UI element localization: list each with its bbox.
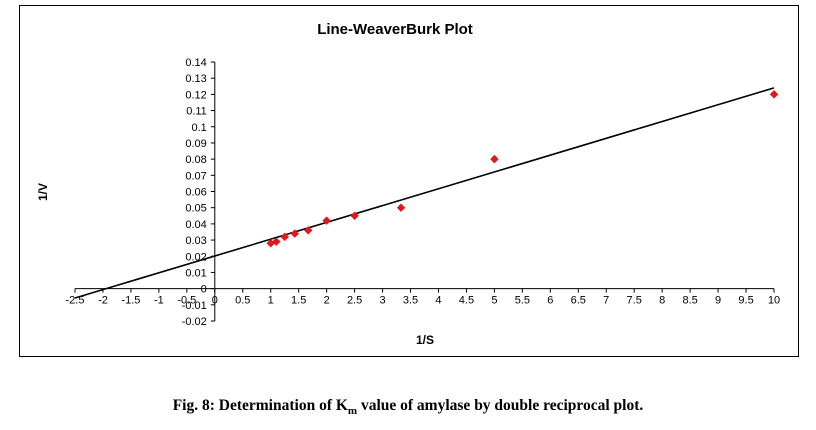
x-axis-title: 1/S (416, 333, 434, 347)
x-tick-label: 1 (268, 295, 274, 307)
x-tick-label: 9.5 (738, 295, 753, 307)
x-tick-label: 4.5 (459, 295, 474, 307)
y-tick-label: 0.06 (185, 187, 206, 199)
figure-caption: Fig. 8: Determination of Km value of amy… (0, 397, 816, 417)
x-tick-label: 2.5 (347, 295, 362, 307)
x-tick-label: 6.5 (571, 295, 586, 307)
x-tick-label: 8.5 (682, 295, 697, 307)
y-tick-label: 0.04 (185, 219, 206, 231)
x-tick-label: 6 (547, 295, 553, 307)
caption-prefix: Fig. 8: Determination of K (172, 397, 348, 414)
caption-suffix: value of amylase by double reciprocal pl… (357, 397, 644, 414)
x-tick-label: 3 (379, 295, 385, 307)
data-point (280, 232, 289, 242)
x-tick-label: -2 (98, 295, 108, 307)
x-tick-label: 1.5 (291, 295, 306, 307)
y-tick-label: 0 (201, 284, 207, 296)
caption-subscript: m (347, 405, 358, 418)
x-tick-label: 7.5 (627, 295, 642, 307)
y-tick-label: 0.13 (185, 73, 206, 85)
x-tick-label: 3.5 (403, 295, 418, 307)
y-tick-label: 0.05 (185, 203, 206, 215)
y-tick-label: 0.08 (185, 154, 206, 166)
y-tick-label: 0.1 (192, 122, 207, 134)
x-tick-label: 9 (715, 295, 721, 307)
x-tick-label: 10 (768, 295, 780, 307)
chart-title: Line-WeaverBurk Plot (317, 21, 473, 38)
x-tick-label: 0 (212, 295, 218, 307)
y-tick-label: 0.03 (185, 235, 206, 247)
data-points (266, 90, 779, 248)
y-tick-label: 0.14 (185, 57, 206, 69)
data-point (769, 90, 779, 99)
x-tick-label: 5 (491, 295, 497, 307)
y-tick-label: 0.12 (185, 89, 206, 101)
y-tick-label: 0.01 (185, 267, 206, 279)
lineweaver-burk-chart: Line-WeaverBurk Plot -2.5 -2 -1.5 -1 -0.5 0 0.… (36, 21, 781, 347)
data-point (396, 203, 406, 212)
data-point (272, 237, 281, 246)
x-tick-label: 5.5 (515, 295, 530, 307)
y-tick-label: 0.09 (185, 138, 206, 150)
trendline-group (74, 87, 775, 299)
y-tick-label: 0.11 (186, 106, 207, 118)
data-point (322, 216, 331, 225)
y-tick-label: -0.02 (182, 316, 207, 328)
axes: -2.5 -2 -1.5 -1 -0.5 0 0.5 1 1.5 2 2.5 3 3.5 4 4.5 5 5.5… (66, 57, 781, 328)
y-tick-label: 0.07 (185, 170, 206, 182)
trendline (74, 87, 775, 299)
y-tick-label: -0.01 (182, 300, 207, 312)
x-tick-label: -1.5 (121, 295, 140, 307)
data-point (303, 226, 313, 235)
data-point (350, 211, 359, 220)
data-point (490, 154, 499, 164)
x-tick-label: 0.5 (235, 295, 250, 307)
y-axis-title: 1/V (36, 183, 50, 201)
x-tick-label: 4 (435, 295, 441, 307)
x-tick-label: -2.5 (66, 295, 85, 307)
x-tick-label: 8 (659, 295, 665, 307)
chart-frame: Line-WeaverBurk Plot -2.5 -2 -1.5 -1 -0.5 0 0.… (19, 5, 799, 357)
x-tick-label: -0.5 (177, 295, 196, 307)
x-tick-label: 7 (603, 295, 609, 307)
x-tick-label: 2 (324, 295, 330, 307)
x-tick-label: -1 (154, 295, 164, 307)
data-point (290, 229, 299, 238)
